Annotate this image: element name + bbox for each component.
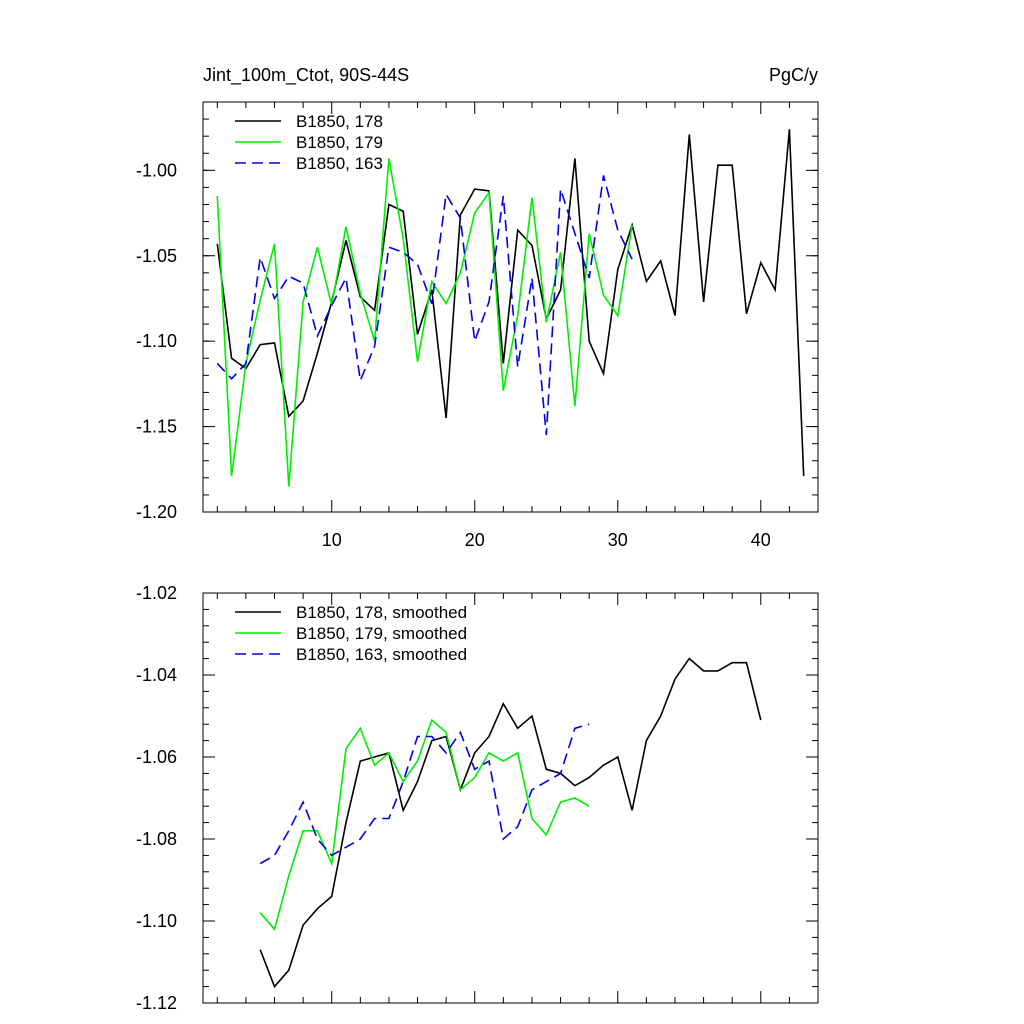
y-tick-label: -1.02 [136, 583, 177, 603]
legend-label: B1850, 179 [296, 133, 383, 152]
y-tick-label: -1.08 [136, 829, 177, 849]
axes: 10 20 30 40 -1.20 -1.15 -1.10 -1.05 -1.00 [136, 101, 819, 550]
y-tick-label: -1.15 [136, 417, 177, 437]
y-tick-label: -1.05 [136, 246, 177, 266]
legend: B1850, 178, smoothed B1850, 179, smoothed… [235, 603, 467, 664]
y-tick-label: -1.10 [136, 911, 177, 931]
axes: -1.12 -1.10 -1.08 -1.06 -1.04 -1.02 [136, 583, 819, 1013]
series-line-0 [216, 129, 805, 477]
legend-label: B1850, 163, smoothed [296, 645, 467, 664]
y-tick-label: -1.06 [136, 747, 177, 767]
x-tick-label: 40 [751, 530, 771, 550]
legend-label: B1850, 179, smoothed [296, 624, 467, 643]
x-tick-label: 10 [322, 530, 342, 550]
x-tick-label: 20 [465, 530, 485, 550]
series-lines [259, 657, 762, 989]
series-line-2 [259, 723, 590, 865]
series-line-0 [259, 657, 762, 989]
bottom-panel: -1.12 -1.10 -1.08 -1.06 -1.04 -1.02 B1850, 17… [136, 583, 819, 1013]
legend-label: B1850, 178 [296, 112, 383, 131]
legend: B1850, 178 B1850, 179 B1850, 163 [235, 112, 383, 173]
y-tick-label: -1.00 [136, 160, 177, 180]
series-line-2 [216, 175, 633, 436]
legend-label: B1850, 163 [296, 154, 383, 173]
plot-frame [202, 592, 819, 1004]
chart-title: Jint_100m_Ctot, 90S-44S [203, 65, 409, 86]
y-tick-label: -1.20 [136, 502, 177, 522]
units-label: PgC/y [769, 65, 818, 85]
top-panel: Jint_100m_Ctot, 90S-44S PgC/y 10 20 30 40 -1… [136, 65, 819, 550]
y-tick-label: -1.12 [136, 993, 177, 1013]
series-line-1 [216, 158, 633, 487]
x-tick-label: 30 [608, 530, 628, 550]
y-tick-label: -1.04 [136, 665, 177, 685]
y-tick-label: -1.10 [136, 331, 177, 351]
series-lines [216, 129, 805, 487]
legend-label: B1850, 178, smoothed [296, 603, 467, 622]
